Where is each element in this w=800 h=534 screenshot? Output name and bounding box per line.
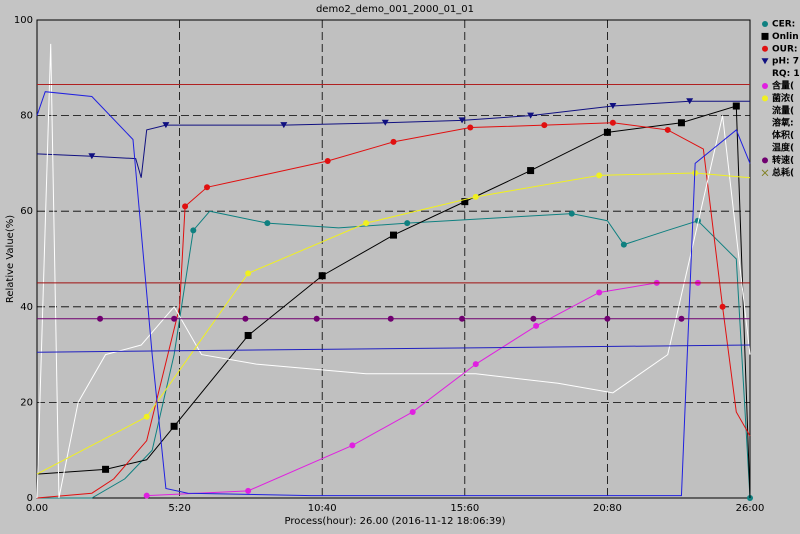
legend-label: 含量(	[771, 80, 794, 92]
marker	[313, 315, 320, 322]
marker	[762, 95, 768, 102]
y-tick-label: 40	[20, 302, 33, 313]
series-line	[37, 210, 751, 499]
marker	[387, 315, 394, 322]
marker	[182, 203, 189, 210]
marker	[472, 361, 479, 368]
marker	[620, 241, 627, 248]
marker	[677, 119, 685, 127]
legend-label: RQ: 1	[772, 69, 800, 79]
marker	[533, 322, 540, 329]
marker	[102, 465, 110, 473]
series-line	[36, 172, 751, 475]
marker	[603, 128, 611, 136]
marker	[664, 126, 671, 133]
marker	[609, 103, 617, 110]
marker	[686, 98, 694, 105]
plot-area	[36, 19, 751, 499]
marker	[162, 122, 170, 129]
y-tick-label: 100	[14, 15, 33, 26]
marker	[678, 315, 685, 322]
marker	[390, 231, 397, 239]
marker	[97, 315, 104, 322]
marker	[318, 272, 326, 280]
marker	[390, 138, 397, 145]
y-axis-label: Relative Value(%)	[5, 215, 16, 303]
y-tick-label: 80	[20, 111, 33, 122]
marker	[596, 172, 603, 179]
marker	[761, 32, 769, 40]
series-line	[36, 43, 751, 499]
marker	[761, 58, 769, 65]
marker	[242, 315, 249, 322]
marker	[596, 289, 603, 296]
legend-label: pH: 7	[772, 57, 799, 67]
marker	[472, 193, 479, 200]
legend: CER: Onlin OUR: pH: 7 RQ: 1含量(菌浓(流量(溶氧:体积(温度…	[761, 20, 800, 178]
marker	[324, 158, 331, 165]
x-axis-label: Process(hour): 26.00 (2016-11-12 18:06:3…	[284, 516, 505, 527]
marker	[88, 153, 96, 160]
marker	[244, 331, 252, 339]
x-tick-label: 15:60	[450, 503, 479, 514]
marker	[761, 169, 769, 177]
marker	[245, 487, 252, 494]
marker	[459, 315, 466, 322]
marker	[467, 124, 474, 131]
marker	[694, 217, 701, 224]
marker	[762, 157, 768, 164]
series-line	[36, 344, 751, 353]
legend-label: CER:	[772, 20, 795, 30]
marker	[381, 119, 389, 126]
series-line	[36, 100, 750, 178]
x-tick-label: 10:40	[308, 503, 337, 514]
marker	[190, 227, 197, 234]
legend-label: 菌浓(	[772, 92, 794, 104]
chart-title: demo2_demo_001_2000_01_01	[316, 4, 474, 15]
marker	[264, 220, 271, 227]
marker	[530, 315, 537, 322]
legend-label: 总耗(	[772, 166, 794, 178]
legend-label: 流量(	[772, 104, 794, 116]
x-tick-label: 5:20	[168, 503, 190, 514]
y-tick-label: 0	[27, 493, 33, 504]
marker	[404, 220, 411, 227]
marker	[527, 112, 535, 119]
legend-label: 溶氧:	[772, 117, 794, 129]
marker	[762, 45, 768, 52]
marker	[245, 270, 252, 277]
marker	[609, 119, 616, 126]
marker	[280, 122, 288, 129]
marker	[349, 442, 356, 449]
y-tick-label: 20	[20, 397, 33, 408]
marker	[527, 167, 535, 175]
marker	[204, 184, 211, 191]
x-tick-label: 26:00	[736, 503, 765, 514]
x-tick-label: 0.00	[26, 503, 48, 514]
marker	[762, 83, 768, 89]
series-line	[36, 91, 751, 497]
legend-label: OUR:	[772, 44, 798, 54]
marker	[604, 315, 611, 322]
marker	[143, 492, 150, 499]
legend-label: 体积(	[772, 129, 794, 141]
legend-label: 转速(	[772, 154, 794, 166]
marker	[458, 117, 466, 124]
marker	[541, 122, 548, 129]
x-tick-label: 20:80	[593, 503, 622, 514]
marker	[461, 198, 469, 206]
marker	[568, 210, 575, 217]
marker	[409, 408, 416, 415]
legend-label: Onlin	[772, 32, 799, 42]
marker	[719, 303, 726, 310]
marker	[762, 21, 768, 27]
y-tick-label: 60	[20, 206, 33, 217]
marker	[732, 102, 740, 110]
marker	[171, 315, 178, 322]
marker	[170, 422, 178, 430]
marker	[363, 220, 370, 227]
marker	[143, 413, 150, 420]
legend-label: 温度(	[772, 142, 794, 154]
